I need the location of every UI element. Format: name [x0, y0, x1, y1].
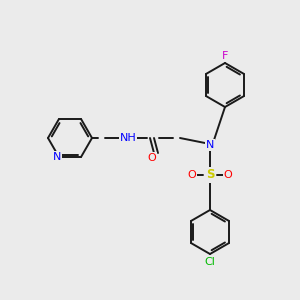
Text: O: O	[224, 170, 232, 180]
Text: O: O	[148, 153, 156, 163]
Text: NH: NH	[120, 133, 136, 143]
Text: F: F	[222, 51, 228, 61]
Text: Cl: Cl	[205, 257, 215, 267]
Text: N: N	[53, 152, 61, 162]
Text: N: N	[206, 140, 214, 150]
Text: O: O	[188, 170, 196, 180]
Text: S: S	[206, 169, 214, 182]
